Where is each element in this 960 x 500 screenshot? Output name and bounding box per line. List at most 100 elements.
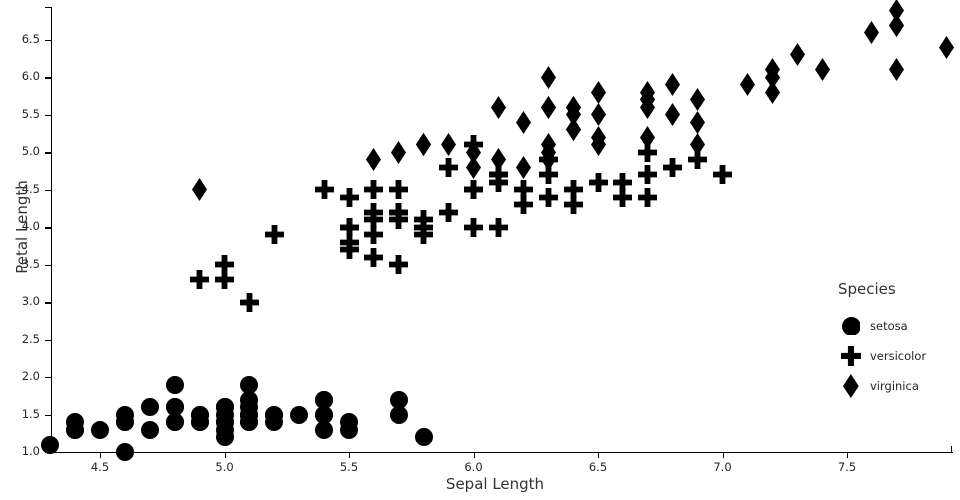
data-point-virginica (640, 88, 656, 112)
x-axis-right-cap (951, 446, 953, 453)
y-tick-label: 1.5 (21, 406, 40, 421)
data-point-setosa (140, 398, 159, 417)
data-point-setosa (190, 413, 209, 432)
data-point-virginica (640, 125, 656, 149)
data-point-virginica (540, 95, 556, 119)
data-point-virginica (192, 178, 208, 202)
data-point-versicolor (339, 217, 359, 237)
data-point-setosa (165, 413, 184, 432)
y-axis-top-cap (45, 7, 52, 9)
data-point-versicolor (190, 270, 210, 290)
data-point-setosa (165, 398, 184, 417)
legend-item-label: setosa (870, 319, 908, 333)
legend-item-label: versicolor (870, 349, 927, 363)
y-tick-mark (45, 227, 51, 229)
y-tick-label: 5.5 (21, 106, 40, 121)
x-tick-mark (847, 452, 849, 458)
data-point-setosa (315, 405, 334, 424)
data-point-versicolor (464, 217, 483, 237)
data-point-versicolor (215, 255, 234, 275)
data-point-virginica (540, 65, 556, 89)
data-point-versicolor (488, 172, 508, 192)
data-point-setosa (315, 390, 334, 409)
data-point-versicolor (638, 142, 658, 162)
data-point-virginica (565, 103, 581, 127)
data-point-virginica (889, 13, 905, 37)
y-axis-spine (51, 7, 53, 453)
data-point-virginica (441, 133, 457, 157)
data-point-versicolor (439, 157, 459, 177)
data-point-versicolor (339, 240, 359, 260)
data-point-versicolor (588, 172, 608, 192)
y-tick-mark (45, 264, 51, 267)
x-tick-label: 4.5 (90, 460, 110, 474)
data-point-virginica (540, 140, 556, 164)
data-point-versicolor (513, 195, 533, 215)
y-tick-mark (45, 377, 51, 379)
data-point-virginica (690, 110, 706, 134)
x-tick-mark (224, 452, 226, 458)
x-tick-label: 6.0 (464, 460, 483, 474)
y-tick-label: 2.5 (21, 331, 40, 346)
x-tick-mark (100, 452, 102, 458)
data-point-versicolor (488, 217, 508, 237)
x-axis-title: Sepal Length (445, 475, 545, 493)
data-point-setosa (315, 420, 334, 439)
data-point-setosa (115, 443, 134, 461)
x-tick-label: 7.0 (713, 460, 732, 474)
data-point-versicolor (389, 180, 409, 200)
y-tick-mark (45, 339, 51, 342)
y-tick-mark (45, 40, 51, 42)
data-point-virginica (466, 155, 481, 179)
data-point-versicolor (414, 217, 434, 237)
data-point-setosa (290, 405, 309, 424)
data-point-virginica (391, 140, 407, 164)
y-tick-label: 3.0 (21, 294, 40, 309)
data-point-virginica (665, 73, 681, 97)
data-point-versicolor (638, 165, 658, 185)
legend-items: setosa versicolor virginica (838, 311, 926, 401)
legend: Species setosa versicolor virginica (838, 280, 926, 401)
y-tick-mark (45, 189, 51, 192)
data-point-virginica (515, 110, 531, 134)
legend-item-virginica[interactable]: virginica (838, 371, 926, 401)
circle-marker-icon (838, 316, 864, 336)
legend-item-setosa[interactable]: setosa (838, 311, 926, 341)
data-point-virginica (490, 148, 506, 172)
data-point-setosa (41, 435, 60, 454)
data-point-virginica (939, 35, 955, 59)
legend-item-versicolor[interactable]: versicolor (838, 341, 926, 371)
data-point-virginica (490, 95, 506, 119)
data-point-virginica (590, 125, 606, 149)
data-point-virginica (690, 88, 706, 112)
data-point-versicolor (439, 202, 459, 222)
data-point-setosa (165, 375, 184, 394)
x-tick-mark (598, 452, 600, 458)
data-point-virginica (889, 0, 905, 22)
x-axis-spine (51, 452, 953, 454)
data-point-virginica (789, 43, 805, 67)
x-tick-label: 7.5 (837, 460, 857, 474)
data-point-versicolor (389, 255, 409, 275)
y-tick-mark (45, 114, 51, 117)
data-point-virginica (665, 103, 681, 127)
data-point-setosa (240, 375, 259, 394)
data-point-virginica (590, 103, 606, 127)
data-point-virginica (739, 73, 755, 97)
y-tick-label: 6.0 (21, 69, 40, 84)
y-tick-label: 5.0 (21, 144, 40, 159)
data-point-setosa (389, 405, 408, 424)
x-tick-label: 6.5 (588, 460, 608, 474)
data-point-setosa (240, 398, 259, 417)
data-point-versicolor (613, 187, 633, 207)
data-point-versicolor (389, 210, 409, 230)
y-tick-mark (45, 302, 51, 304)
data-point-virginica (565, 118, 581, 142)
data-point-versicolor (638, 187, 658, 207)
data-point-setosa (91, 420, 109, 439)
data-point-virginica (466, 140, 481, 164)
data-point-virginica (864, 21, 880, 44)
y-tick-label: 6.5 (21, 32, 40, 46)
data-point-virginica (814, 58, 830, 82)
